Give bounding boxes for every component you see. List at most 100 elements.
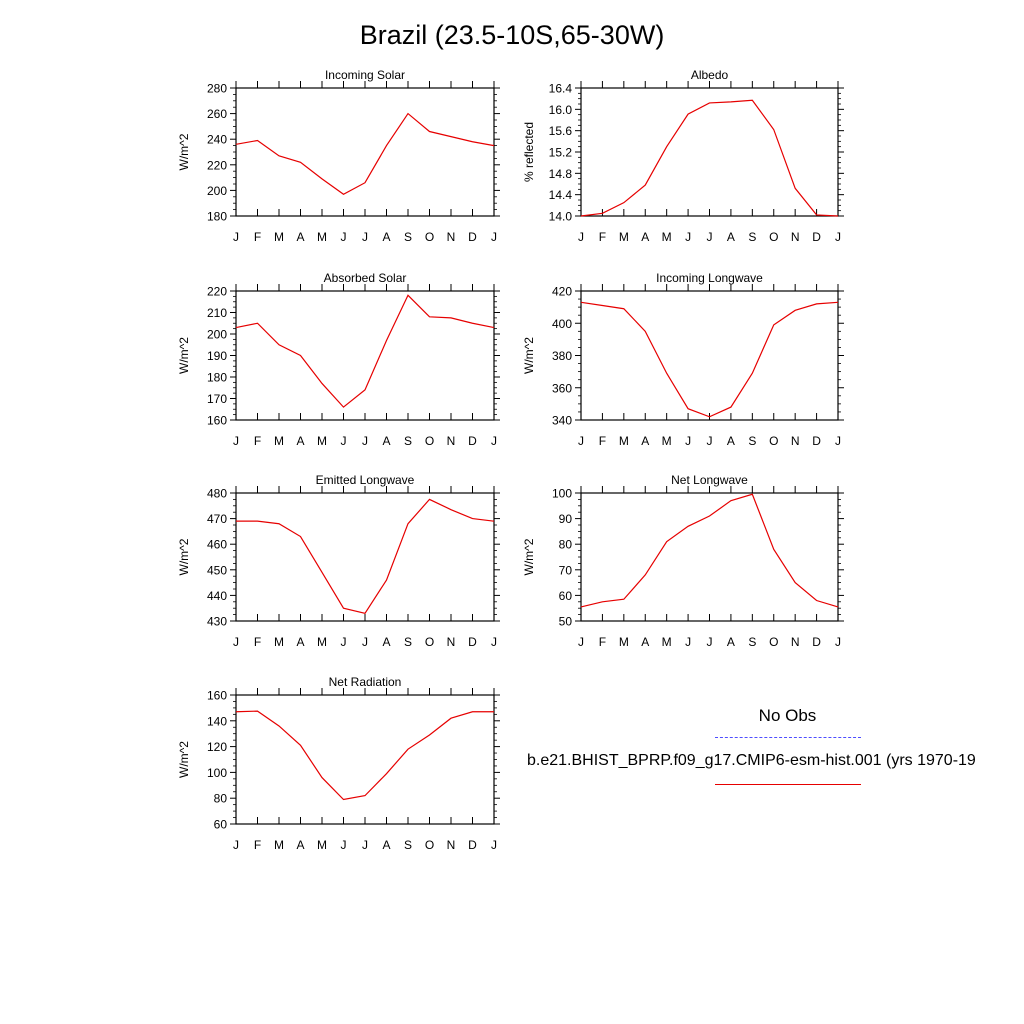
incoming-solar-ytick-label: 180: [207, 210, 227, 224]
incoming-solar-ytick-label: 240: [207, 133, 227, 147]
net-radiation-ytick-label: 100: [207, 766, 227, 780]
net-longwave-xtick-label: O: [769, 635, 778, 649]
incoming-solar-ytick-label: 280: [207, 82, 227, 96]
absorbed-solar-xtick-label: A: [382, 434, 390, 448]
net-radiation-plot-frame: [235, 694, 495, 825]
albedo-xtick-label: N: [791, 230, 800, 244]
absorbed-solar-ytick-label: 180: [207, 371, 227, 385]
incoming-solar-xtick-label: M: [317, 230, 327, 244]
albedo-ytick-label: 14.4: [549, 188, 573, 202]
incoming-solar-xtick-label: F: [254, 230, 261, 244]
albedo-ylabel: % reflected: [522, 122, 536, 182]
incoming-longwave-xtick-label: S: [748, 434, 756, 448]
net-longwave-ylabel: W/m^2: [522, 538, 536, 575]
incoming-longwave-xtick-label: A: [727, 434, 735, 448]
emitted-longwave-title: Emitted Longwave: [316, 473, 415, 487]
albedo-xtick-label: O: [769, 230, 778, 244]
emitted-longwave-xtick-label: J: [233, 635, 239, 649]
net-longwave-ytick-label: 100: [552, 487, 572, 501]
emitted-longwave-ytick-label: 470: [207, 512, 227, 526]
incoming-longwave-xtick-label: A: [641, 434, 649, 448]
absorbed-solar-xtick-label: J: [491, 434, 497, 448]
page-title: Brazil (23.5-10S,65-30W): [359, 20, 665, 50]
emitted-longwave-xtick-label: M: [274, 635, 284, 649]
absorbed-solar-xtick-label: J: [341, 434, 347, 448]
net-longwave-xtick-label: M: [619, 635, 629, 649]
incoming-longwave-title: Incoming Longwave: [656, 271, 763, 285]
emitted-longwave-xtick-label: A: [382, 635, 390, 649]
incoming-solar-ylabel: W/m^2: [177, 133, 191, 170]
incoming-longwave-ytick-label: 380: [552, 349, 572, 363]
emitted-longwave-xtick-label: M: [317, 635, 327, 649]
incoming-solar-xtick-label: J: [341, 230, 347, 244]
absorbed-solar-ytick-label: 170: [207, 392, 227, 406]
albedo-ytick-label: 15.6: [549, 124, 573, 138]
net-radiation-ytick-label: 60: [214, 818, 228, 832]
emitted-longwave-xtick-label: D: [468, 635, 477, 649]
emitted-longwave-xtick-label: O: [425, 635, 434, 649]
emitted-longwave-xtick-label: F: [254, 635, 261, 649]
net-radiation-xtick-label: S: [404, 838, 412, 852]
absorbed-solar-xtick-label: M: [274, 434, 284, 448]
albedo-plot-frame: [580, 87, 839, 217]
absorbed-solar-xtick-label: M: [317, 434, 327, 448]
net-radiation-xtick-label: D: [468, 838, 477, 852]
net-longwave-xtick-label: A: [727, 635, 735, 649]
albedo-xtick-label: J: [578, 230, 584, 244]
net-radiation-series-line: [235, 710, 494, 801]
albedo-xtick-label: D: [812, 230, 821, 244]
emitted-longwave-xtick-label: N: [447, 635, 456, 649]
net-radiation-xtick-label: J: [341, 838, 347, 852]
emitted-longwave-plot-frame: [235, 492, 495, 622]
emitted-longwave-ytick-label: 450: [207, 563, 227, 577]
emitted-longwave-xtick-label: A: [296, 635, 304, 649]
net-longwave-xtick-label: J: [707, 635, 713, 649]
incoming-solar-xtick-label: N: [447, 230, 456, 244]
incoming-solar-series-line: [235, 112, 495, 195]
net-longwave-xtick-label: D: [812, 635, 821, 649]
incoming-longwave-xtick-label: J: [707, 434, 713, 448]
net-radiation-xtick-label: J: [233, 838, 239, 852]
incoming-solar-xtick-label: D: [468, 230, 477, 244]
albedo-xtick-label: A: [641, 230, 649, 244]
albedo-xtick-label: A: [727, 230, 735, 244]
absorbed-solar-xtick-label: F: [254, 434, 261, 448]
net-radiation-xtick-label: M: [274, 838, 284, 852]
albedo-ytick-label: 15.2: [549, 146, 573, 160]
emitted-longwave-series-line: [236, 498, 495, 615]
absorbed-solar-ytick-label: 210: [207, 306, 227, 320]
net-longwave-xtick-label: J: [835, 635, 841, 649]
albedo-ytick-label: 14.8: [549, 167, 573, 181]
emitted-longwave-xtick-label: S: [404, 635, 412, 649]
net-radiation-xtick-label: M: [317, 838, 327, 852]
incoming-solar-xtick-label: O: [425, 230, 434, 244]
net-radiation-xtick-label: J: [362, 838, 368, 852]
incoming-solar-title: Incoming Solar: [325, 68, 405, 82]
incoming-longwave-series-line: [580, 301, 839, 418]
net-longwave-ytick-label: 70: [559, 563, 573, 577]
emitted-longwave-xtick-label: J: [491, 635, 497, 649]
absorbed-solar-series-line: [235, 294, 495, 408]
net-longwave-ytick-label: 60: [559, 589, 573, 603]
albedo-xtick-label: M: [619, 230, 629, 244]
net-longwave-xtick-label: F: [599, 635, 606, 649]
emitted-longwave-xtick-label: J: [341, 635, 347, 649]
net-radiation-xtick-label: A: [382, 838, 390, 852]
incoming-longwave-ytick-label: 400: [552, 317, 572, 331]
emitted-longwave-ylabel: W/m^2: [177, 538, 191, 575]
incoming-longwave-ytick-label: 340: [552, 414, 572, 428]
net-longwave-series-line: [580, 493, 839, 608]
incoming-solar-xtick-label: A: [296, 230, 304, 244]
albedo-series-line: [580, 99, 839, 217]
albedo-xtick-label: J: [835, 230, 841, 244]
incoming-longwave-xtick-label: M: [619, 434, 629, 448]
emitted-longwave-ytick-label: 480: [207, 487, 227, 501]
net-radiation-ytick-label: 160: [207, 689, 227, 703]
incoming-solar-xtick-label: J: [233, 230, 239, 244]
net-longwave-plot-frame: [580, 492, 839, 622]
incoming-longwave-xtick-label: J: [835, 434, 841, 448]
